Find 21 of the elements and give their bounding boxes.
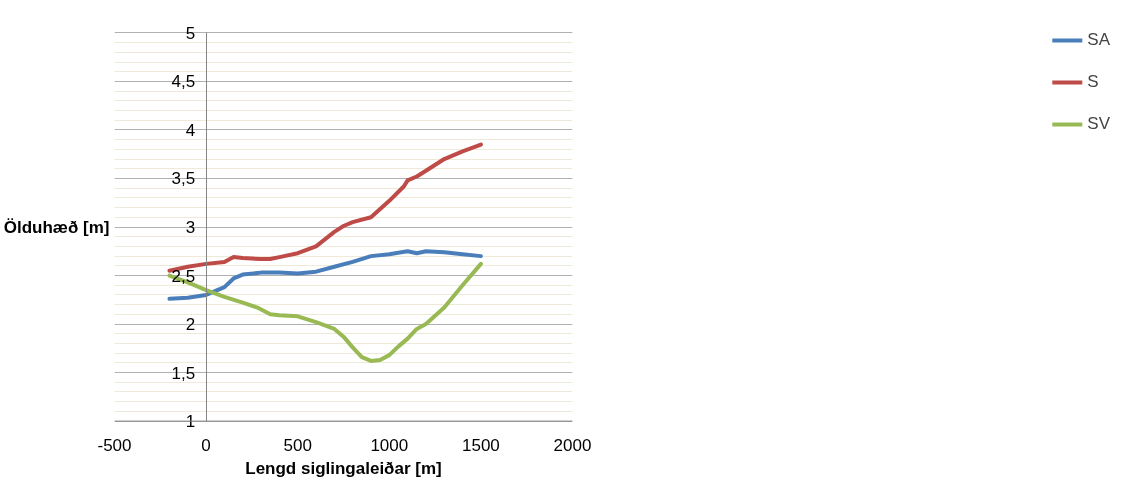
x-axis-title: Lengd siglingaleiðar [m] <box>245 458 442 478</box>
legend-label: SV <box>1087 114 1110 134</box>
y-tick-label: 3 <box>185 218 196 237</box>
line-series <box>167 261 483 363</box>
x-tick-label: 2000 <box>553 435 592 455</box>
x-tick-label: 500 <box>283 435 312 455</box>
x-tick-label: 1500 <box>461 435 500 455</box>
legend-label: S <box>1087 72 1100 92</box>
y-tick-label: 1,5 <box>171 363 196 383</box>
y-axis-title: Ölduhæð [m] <box>3 217 110 237</box>
y-tick-label: 3,5 <box>171 169 196 189</box>
y-tick-label: 4 <box>185 120 196 140</box>
y-tick-label: 4,5 <box>171 72 196 92</box>
y-tick-label: 2 <box>185 315 196 335</box>
x-tick-label: 0 <box>201 435 211 455</box>
y-tick-label: 5 <box>185 23 196 43</box>
legend-label: SA <box>1087 30 1110 50</box>
line-series <box>167 249 483 301</box>
x-tick-label: -500 <box>97 435 132 455</box>
y-tick-label: 1 <box>185 412 196 432</box>
x-tick-label: 1000 <box>370 435 409 455</box>
